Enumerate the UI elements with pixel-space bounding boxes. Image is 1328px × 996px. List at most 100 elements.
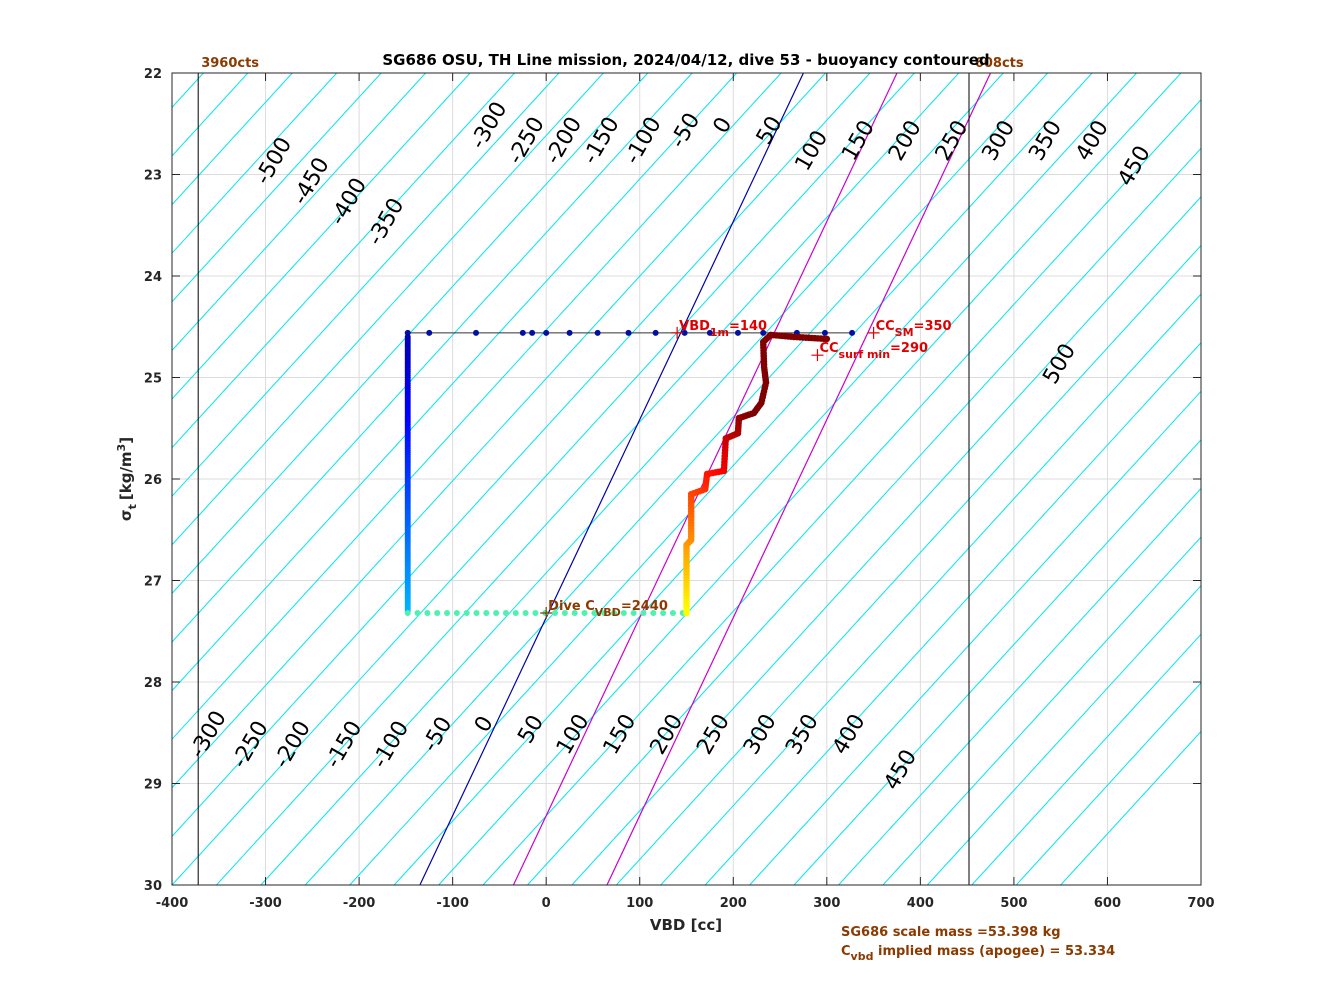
x-tick-label: 600	[1094, 896, 1121, 911]
bottom-point	[404, 609, 411, 616]
bottom-point	[424, 609, 431, 616]
buoyancy-contour-line	[438, 73, 1182, 885]
bottom-point	[522, 609, 529, 616]
annotation-marker	[540, 606, 553, 619]
buoyancy-contour-line	[172, 73, 738, 692]
annotation-label: VBD1m=140	[679, 319, 767, 339]
buoyancy-contour-line	[971, 633, 1201, 885]
buoyancy-contour-line	[172, 73, 826, 789]
annotation-sub: SM	[895, 326, 914, 339]
annotation-main: VBD	[679, 319, 710, 334]
y-tick-label: 28	[144, 676, 162, 691]
x-tick-label: 300	[813, 896, 840, 911]
bottom-point	[640, 609, 647, 616]
bottom-point	[601, 609, 608, 616]
buoyancy-contour-line	[927, 584, 1201, 885]
buoyancy-contour-line	[172, 73, 915, 885]
y-tick-label: 22	[144, 67, 162, 82]
annotation-marker	[671, 326, 684, 339]
surface-point	[543, 329, 550, 336]
annotation-marker	[867, 326, 880, 339]
bottom-point	[434, 609, 441, 616]
bottom-point	[611, 609, 618, 616]
y-axis-label-unit: [kg/m	[117, 451, 135, 500]
vbd-limit-lines: 3960cts 608cts	[197, 56, 1024, 885]
surface-point	[566, 329, 573, 336]
buoyancy-contour-line	[527, 147, 1201, 885]
bottom-point	[483, 609, 490, 616]
buoyancy-contour-line	[172, 73, 515, 449]
dive-path	[404, 329, 856, 617]
vbd-limit-label: 608cts	[975, 56, 1024, 71]
annotation-rest: =140	[729, 319, 767, 334]
y-axis-label-symbol: σ	[117, 509, 135, 521]
x-tick-label: 400	[907, 896, 934, 911]
axis-ticks: -400 -300 -200 -100 0 100 200 300 400 500 600 700 22…	[144, 67, 1215, 911]
buoyancy-contour-line	[172, 73, 693, 643]
x-tick-label: -200	[343, 896, 376, 911]
y-axis-label-sup: 3	[115, 444, 128, 452]
bottom-point	[561, 609, 568, 616]
x-tick-label: 0	[542, 896, 551, 911]
buoyancy-contour-line	[615, 244, 1201, 885]
implied-mass-note-rest: implied mass (apogee) = 53.334	[873, 944, 1115, 959]
surface-point	[473, 329, 480, 336]
buoyancy-contours	[172, 73, 1201, 885]
annotation-sub: 1m	[710, 326, 729, 339]
annotation-sub: VBD	[595, 606, 621, 619]
surface-point	[529, 329, 536, 336]
buoyancy-contour-line	[571, 196, 1201, 885]
y-tick-label: 25	[144, 372, 162, 387]
annotation-rest: =290	[890, 341, 928, 356]
buoyancy-contour-line	[704, 341, 1201, 885]
surface-point	[849, 329, 856, 336]
y-tick-label: 24	[144, 270, 162, 285]
buoyancy-contour-line	[172, 73, 471, 400]
x-tick-label: -100	[436, 896, 469, 911]
buoyancy-contour-line	[172, 73, 604, 546]
surface-point	[734, 329, 741, 336]
bottom-point	[581, 609, 588, 616]
buoyancy-contour-line	[1060, 730, 1201, 885]
y-tick-label: 30	[144, 879, 162, 894]
x-tick-label: 500	[1000, 896, 1027, 911]
surface-point	[706, 329, 713, 336]
bottom-point	[473, 609, 480, 616]
y-tick-label: 23	[144, 169, 162, 184]
surface-point	[426, 329, 433, 336]
buoyancy-contour-line	[172, 73, 338, 254]
x-tick-label: 700	[1187, 896, 1214, 911]
bottom-point	[463, 609, 470, 616]
vbd-limit-label: 3960cts	[201, 56, 259, 71]
x-tick-label: -300	[249, 896, 282, 911]
bottom-point	[453, 609, 460, 616]
ascent-point	[823, 335, 831, 343]
buoyancy-contour-line	[172, 73, 871, 838]
x-axis-label: VBD [cc]	[650, 916, 722, 934]
annotation-main: CC	[819, 341, 838, 356]
x-tick-label: 100	[626, 896, 653, 911]
annotation-label: CCsurf min=290	[819, 341, 928, 361]
y-tick-label: 27	[144, 575, 162, 590]
highlight-contour-line	[606, 73, 992, 885]
buoyancy-contour-line	[260, 73, 1004, 885]
surface-point	[594, 329, 601, 336]
x-tick-label: -400	[156, 896, 189, 911]
buoyancy-contour-line	[793, 439, 1201, 885]
y-axis-label-close: ]	[117, 437, 135, 444]
zero-buoyancy-contour	[419, 73, 804, 885]
buoyancy-contour-line	[838, 487, 1201, 885]
annotation-rest: =2440	[621, 599, 668, 614]
y-tick-label: 26	[144, 473, 162, 488]
surface-point	[652, 329, 659, 336]
annotation-marker	[811, 349, 824, 362]
x-tick-label: 200	[720, 896, 747, 911]
annotation-main: Dive C	[548, 599, 595, 614]
annotation-sub: surf min	[839, 348, 890, 361]
implied-mass-note-sub: vbd	[851, 950, 874, 963]
bottom-point	[669, 609, 676, 616]
bottom-point	[660, 609, 667, 616]
bottom-point	[502, 609, 509, 616]
